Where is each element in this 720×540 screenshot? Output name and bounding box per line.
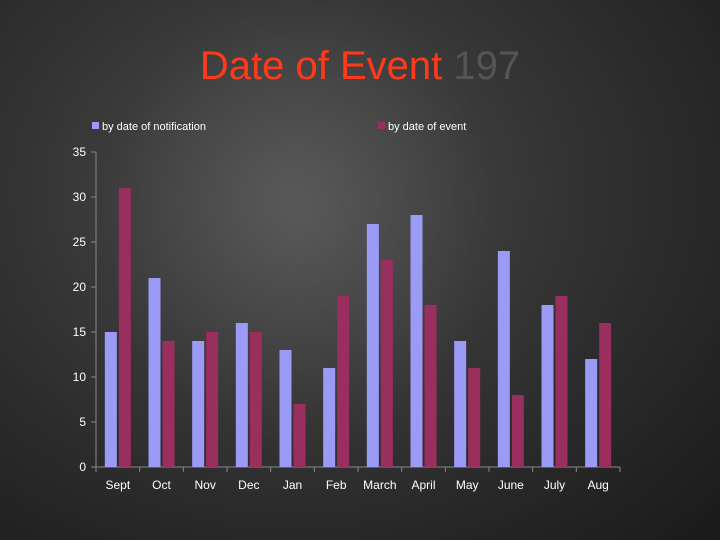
bar-event [511,395,524,467]
x-tick-label: Aug [587,478,608,492]
y-tick-label: 0 [79,460,86,474]
bar-notification [454,341,467,467]
bar-event [424,305,437,467]
chart-legend: by date of notification by date of event [92,121,466,133]
bar-event [380,260,393,467]
title-text: Date of Event [199,44,443,88]
y-tick-label: 5 [79,415,86,429]
x-tick-label: July [544,478,565,492]
bar-notification [279,350,292,467]
bar-notification [104,332,117,467]
x-tick-label: March [363,478,396,492]
bar-event [293,404,306,467]
bar-notification [497,251,510,467]
x-tick-label: Dec [238,478,259,492]
y-tick-label: 25 [73,235,87,249]
bar-event [555,296,568,467]
legend-label: by date of notification [102,121,206,133]
bar-notification [235,323,248,467]
x-tick-label: Jan [283,478,302,492]
bar-event [206,332,219,467]
chart-bars [104,188,612,467]
y-tick-label: 10 [73,370,87,384]
bar-notification [585,359,598,467]
chart-labels: 0 5 10 15 20 25 30 35 Sept Oct Nov Dec Jan Feb March Ap… [73,145,609,492]
y-tick-label: 35 [73,145,87,159]
y-tick-label: 30 [73,190,87,204]
x-tick-label: April [411,478,435,492]
bar-event [249,332,262,467]
bar-notification [148,278,161,467]
bar-notification [366,224,379,467]
y-tick-label: 20 [73,280,87,294]
legend-swatch [92,122,99,129]
bar-notification [192,341,205,467]
bar-event [468,368,481,467]
bar-event [162,341,175,467]
bar-notification [541,305,554,467]
legend-swatch [378,122,385,129]
legend-label: by date of event [388,121,466,133]
bar-event [599,323,612,467]
x-tick-label: Feb [326,478,347,492]
x-tick-label: May [456,478,479,492]
x-tick-label: Sept [105,478,130,492]
bar-event [337,296,350,467]
slide-title: Date of Event 197 [0,44,720,89]
title-ghost-text: 197 [453,44,521,88]
x-tick-label: Nov [194,478,215,492]
bar-event [118,188,131,467]
chart-axes [91,151,621,472]
y-tick-label: 15 [73,325,87,339]
bar-notification [323,368,336,467]
bar-notification [410,215,423,467]
x-tick-label: Oct [152,478,171,492]
x-tick-label: June [498,478,524,492]
